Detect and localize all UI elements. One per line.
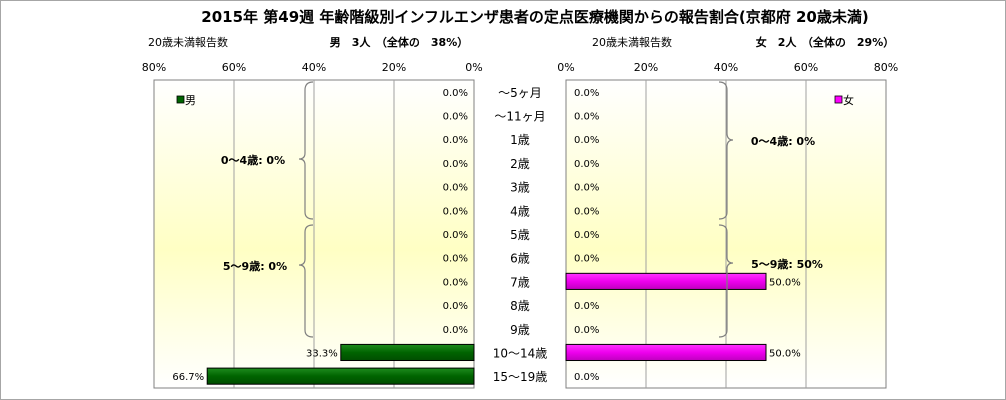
chart-title: 2015年 第49週 年齢階級別インフルエンザ患者の定点医療機関からの報告割合(…: [201, 8, 868, 26]
category-label: 4歳: [510, 204, 530, 218]
male-value-label: 0.0%: [443, 230, 468, 241]
category-label: 9歳: [510, 323, 530, 337]
female-tick-label: 80%: [874, 61, 898, 74]
female-bracket-0-4: [718, 81, 734, 220]
male-value-label: 0.0%: [443, 183, 468, 194]
female-value-label: 0.0%: [574, 206, 599, 217]
female-bar: [565, 343, 767, 362]
female-tick-label: 20%: [634, 61, 658, 74]
male-group-label-5-9: 5～9歳: 0%: [223, 259, 287, 273]
male-legend-label: 男: [185, 94, 196, 107]
male-value-label: 0.0%: [443, 159, 468, 170]
female-legend-swatch: [834, 95, 843, 104]
female-value-label: 0.0%: [574, 372, 599, 383]
male-value-label: 0.0%: [443, 135, 468, 146]
category-label: 10～14歳: [493, 346, 548, 360]
male-bracket-5-9: [298, 224, 314, 338]
male-tick-label: 80%: [142, 61, 166, 74]
male-value-label: 0.0%: [443, 254, 468, 265]
category-label: ～5ヶ月: [498, 86, 542, 100]
category-label: 5歳: [510, 228, 530, 242]
male-bar: [340, 343, 475, 362]
male-value-label: 66.7%: [172, 372, 204, 383]
male-tick-label: 60%: [222, 61, 246, 74]
male-subtitle-right: 男 3人 （全体の 38%）: [330, 35, 468, 49]
category-label: 7歳: [510, 275, 530, 289]
female-value-label: 0.0%: [574, 88, 599, 99]
category-label: 2歳: [510, 157, 530, 171]
female-value-label: 0.0%: [574, 183, 599, 194]
male-tick-label: 0%: [465, 61, 482, 74]
female-value-label: 0.0%: [574, 325, 599, 336]
female-value-label: 0.0%: [574, 135, 599, 146]
female-group-label-0-4: 0～4歳: 0%: [751, 134, 815, 148]
female-value-label: 0.0%: [574, 159, 599, 170]
male-legend-swatch: [176, 95, 185, 104]
male-subtitle-left: 20歳未満報告数: [148, 36, 228, 49]
male-value-label: 0.0%: [443, 277, 468, 288]
male-value-label: 0.0%: [443, 325, 468, 336]
male-tick-label: 40%: [302, 61, 326, 74]
female-tick-label: 60%: [794, 61, 818, 74]
category-label: 1歳: [510, 133, 530, 147]
category-label: 3歳: [510, 181, 530, 195]
male-value-label: 0.0%: [443, 301, 468, 312]
category-label: 8歳: [510, 299, 530, 313]
female-tick-label: 40%: [714, 61, 738, 74]
female-subtitle-left: 20歳未満報告数: [592, 36, 672, 49]
male-value-label: 33.3%: [306, 348, 338, 359]
female-tick-label: 0%: [557, 61, 574, 74]
female-bar: [565, 272, 767, 290]
male-value-label: 0.0%: [443, 206, 468, 217]
female-bracket-5-9: [718, 224, 734, 338]
female-group-label-5-9: 5～9歳: 50%: [751, 257, 823, 271]
female-value-label: 0.0%: [574, 301, 599, 312]
category-label: ～11ヶ月: [494, 110, 545, 124]
male-group-label-0-4: 0～4歳: 0%: [221, 153, 285, 167]
male-bar: [206, 367, 475, 385]
male-value-label: 0.0%: [443, 88, 468, 99]
female-value-label: 0.0%: [574, 230, 599, 241]
female-value-label: 0.0%: [574, 112, 599, 123]
category-label: 15～19歳: [493, 370, 548, 384]
category-label: 6歳: [510, 252, 530, 266]
female-value-label: 50.0%: [769, 348, 801, 359]
female-value-label: 0.0%: [574, 254, 599, 265]
female-subtitle-right: 女 2人 （全体の 29%）: [756, 35, 894, 49]
male-value-label: 0.0%: [443, 112, 468, 123]
male-tick-label: 20%: [382, 61, 406, 74]
female-value-label: 50.0%: [769, 277, 801, 288]
female-legend-label: 女: [843, 93, 854, 107]
male-bracket-0-4: [298, 81, 314, 220]
